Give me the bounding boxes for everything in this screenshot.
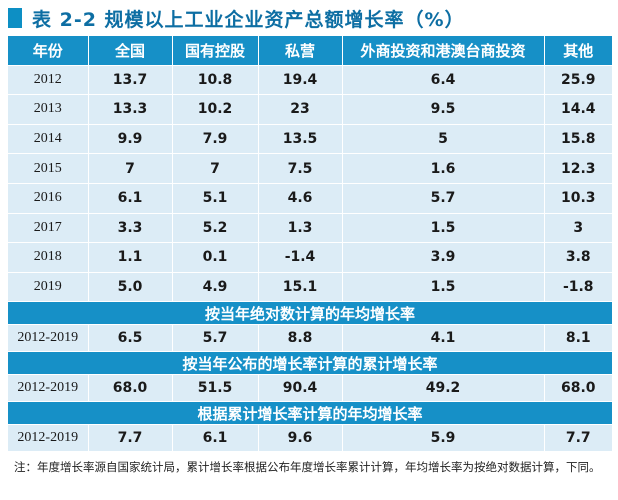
cell-private: 19.4 <box>258 64 343 95</box>
table-row: 2017 3.3 5.2 1.3 1.5 3 <box>8 212 612 243</box>
cell-national: 3.3 <box>88 212 173 243</box>
cell-year: 2019 <box>8 271 89 302</box>
cell-national: 7.7 <box>88 424 173 452</box>
header-national: 全国 <box>88 36 173 66</box>
growth-rate-table: 年份 全国 国有控股 私营 外商投资和港澳台商投资 其他 2012 13.7 10.… <box>8 36 612 452</box>
cell-foreign: 5 <box>342 123 545 154</box>
title-marker <box>8 8 22 28</box>
cell-private: -1.4 <box>258 242 343 273</box>
cell-year: 2012-2019 <box>8 324 89 352</box>
cell-other: -1.8 <box>544 271 612 302</box>
cell-state-owned: 0.1 <box>172 242 259 273</box>
table-row: 2015 7 7 7.5 1.6 12.3 <box>8 153 612 184</box>
cell-state-owned: 6.1 <box>172 424 259 452</box>
cell-other: 68.0 <box>544 374 612 402</box>
cell-other: 7.7 <box>544 424 612 452</box>
table-row: 2018 1.1 0.1 -1.4 3.9 3.8 <box>8 242 612 273</box>
section-heading-row: 按当年绝对数计算的年均增长率 <box>8 301 612 325</box>
cell-other: 14.4 <box>544 94 612 125</box>
cell-private: 90.4 <box>258 374 343 402</box>
cell-foreign: 5.9 <box>342 424 545 452</box>
cell-state-owned: 7.9 <box>172 123 259 154</box>
cell-year: 2013 <box>8 94 89 125</box>
cell-other: 8.1 <box>544 324 612 352</box>
cell-private: 4.6 <box>258 182 343 214</box>
table-row: 2013 13.3 10.2 23 9.5 14.4 <box>8 94 612 125</box>
cell-private: 1.3 <box>258 212 343 243</box>
cell-foreign: 6.4 <box>342 64 545 95</box>
footnote: 注：年度增长率源自国家统计局，累计增长率根据公布年度增长率累计计算，年均增长率为… <box>14 460 601 474</box>
cell-national: 13.3 <box>88 94 173 125</box>
table-row: 2012 13.7 10.8 19.4 6.4 25.9 <box>8 64 612 95</box>
header-foreign: 外商投资和港澳台商投资 <box>342 36 545 66</box>
cell-state-owned: 5.1 <box>172 182 259 214</box>
cell-state-owned: 10.8 <box>172 64 259 95</box>
header-year: 年份 <box>8 36 89 66</box>
cell-state-owned: 5.7 <box>172 324 259 352</box>
cell-state-owned: 7 <box>172 153 259 184</box>
table-row: 2014 9.9 7.9 13.5 5 15.8 <box>8 123 612 154</box>
cell-private: 13.5 <box>258 123 343 154</box>
cell-year: 2017 <box>8 212 89 243</box>
cell-national: 6.1 <box>88 182 173 214</box>
table-title: 表 2-2 规模以上工业企业资产总额增长率（%） <box>32 8 465 31</box>
cell-foreign: 1.5 <box>342 271 545 302</box>
cell-private: 7.5 <box>258 153 343 184</box>
section-heading-row: 按当年公布的增长率计算的累计增长率 <box>8 351 612 375</box>
cell-foreign: 3.9 <box>342 242 545 273</box>
cell-foreign: 9.5 <box>342 94 545 125</box>
cell-other: 3.8 <box>544 242 612 273</box>
cell-year: 2015 <box>8 153 89 184</box>
section-heading-row: 根据累计增长率计算的年均增长率 <box>8 401 612 425</box>
section-heading: 按当年绝对数计算的年均增长率 <box>8 301 612 325</box>
cell-private: 9.6 <box>258 424 343 452</box>
cell-foreign: 1.6 <box>342 153 545 184</box>
header-private: 私营 <box>258 36 343 66</box>
cell-year: 2014 <box>8 123 89 154</box>
section-heading: 根据累计增长率计算的年均增长率 <box>8 401 612 425</box>
cell-other: 3 <box>544 212 612 243</box>
cell-foreign: 4.1 <box>342 324 545 352</box>
cell-year: 2016 <box>8 182 89 214</box>
cell-other: 10.3 <box>544 182 612 214</box>
cell-state-owned: 51.5 <box>172 374 259 402</box>
cell-foreign: 5.7 <box>342 182 545 214</box>
cell-year: 2018 <box>8 242 89 273</box>
cell-year: 2012-2019 <box>8 424 89 452</box>
cell-national: 7 <box>88 153 173 184</box>
cell-national: 68.0 <box>88 374 173 402</box>
cell-year: 2012-2019 <box>8 374 89 402</box>
table-row: 2016 6.1 5.1 4.6 5.7 10.3 <box>8 182 612 214</box>
header-other: 其他 <box>544 36 612 66</box>
cell-foreign: 1.5 <box>342 212 545 243</box>
summary-row: 2012-2019 7.7 6.1 9.6 5.9 7.7 <box>8 424 612 452</box>
cell-year: 2012 <box>8 64 89 95</box>
header-state-owned: 国有控股 <box>172 36 259 66</box>
cell-state-owned: 4.9 <box>172 271 259 302</box>
cell-other: 25.9 <box>544 64 612 95</box>
cell-other: 15.8 <box>544 123 612 154</box>
cell-state-owned: 10.2 <box>172 94 259 125</box>
summary-row: 2012-2019 6.5 5.7 8.8 4.1 8.1 <box>8 324 612 352</box>
section-heading: 按当年公布的增长率计算的累计增长率 <box>8 351 612 375</box>
cell-other: 12.3 <box>544 153 612 184</box>
cell-national: 6.5 <box>88 324 173 352</box>
cell-private: 15.1 <box>258 271 343 302</box>
cell-national: 5.0 <box>88 271 173 302</box>
cell-national: 1.1 <box>88 242 173 273</box>
header-row: 年份 全国 国有控股 私营 外商投资和港澳台商投资 其他 <box>8 36 612 66</box>
table-row: 2019 5.0 4.9 15.1 1.5 -1.8 <box>8 271 612 302</box>
table-title-bar: 表 2-2 规模以上工业企业资产总额增长率（%） <box>8 4 465 32</box>
cell-state-owned: 5.2 <box>172 212 259 243</box>
cell-private: 23 <box>258 94 343 125</box>
cell-national: 9.9 <box>88 123 173 154</box>
cell-national: 13.7 <box>88 64 173 95</box>
cell-foreign: 49.2 <box>342 374 545 402</box>
summary-row: 2012-2019 68.0 51.5 90.4 49.2 68.0 <box>8 374 612 402</box>
cell-private: 8.8 <box>258 324 343 352</box>
